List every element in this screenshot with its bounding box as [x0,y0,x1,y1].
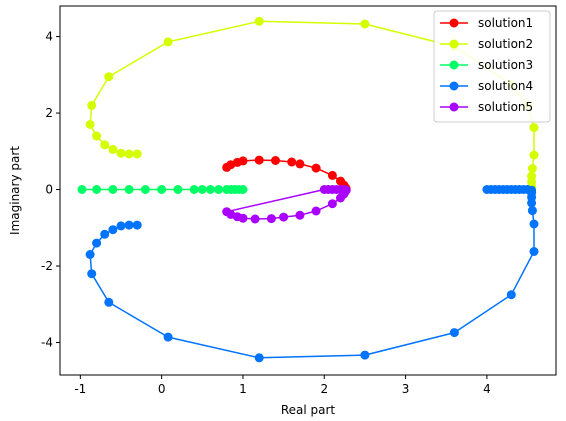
data-point-solution3-5 [157,185,167,194]
data-point-solution4-26 [92,238,102,248]
data-point-solution1-6 [287,157,297,167]
data-point-solution5-3 [336,193,345,203]
data-point-solution3-7 [189,185,199,194]
legend-label: solution4 [478,79,533,93]
data-point-solution5-8 [266,214,276,224]
legend-box [433,10,551,123]
data-point-solution4-15 [527,206,537,216]
axes-frame [59,5,557,376]
legend-swatch-marker [449,18,459,28]
data-point-solution2-15 [529,123,539,133]
legend-item-solution1: solution1 [440,16,533,30]
data-point-solution4-14 [527,198,537,208]
data-point-solution2-8 [104,72,114,82]
y-tick-label: 0 [45,183,53,197]
data-point-solution2-17 [527,164,537,173]
legend-label: solution1 [478,16,533,30]
data-point-solution4-28 [108,225,118,235]
data-point-solution2-4 [100,140,110,150]
data-point-solution5-5 [311,206,321,216]
data-point-solution2-6 [85,120,95,129]
data-point-solution5-9 [250,214,260,224]
data-point-solution2-2 [116,148,126,158]
series-solution3 [77,185,248,194]
data-point-solution4-16 [529,219,539,229]
legend-label: solution5 [478,100,533,114]
data-point-solution2-11 [360,19,370,29]
data-point-solution1-4 [254,155,264,165]
data-point-solution4-29 [116,221,126,231]
y-tick-label: 2 [45,106,53,120]
legend-label: solution3 [478,58,533,72]
data-point-solution5-7 [279,212,289,222]
data-point-solution2-7 [87,100,97,110]
y-tick-label: -4 [41,335,53,349]
plot-area [77,16,539,363]
data-point-solution2-1 [124,149,134,159]
data-point-solution2-9 [163,37,173,47]
data-point-solution4-27 [100,229,110,239]
data-point-solution4-24 [87,269,97,279]
data-point-solution4-23 [104,297,114,307]
data-point-solution1-9 [327,170,337,180]
data-point-solution3-1 [92,185,102,194]
data-point-solution5-4 [327,199,337,209]
data-point-solution5-6 [295,210,305,220]
axes: -1 0 1 2 3 4 -4 -2 0 2 4 [41,5,557,396]
x-tick-label: 4 [483,382,491,396]
x-tick-label: -1 [74,382,86,396]
data-point-solution5-13 [222,207,232,217]
x-axis-label: Real part [281,403,336,417]
series-solution5 [222,185,351,224]
data-point-solution4-21 [254,353,264,363]
data-point-solution1-8 [311,163,321,173]
x-tick-label: 0 [158,382,166,396]
data-point-solution1-3 [238,156,248,166]
data-point-solution4-17 [529,247,539,256]
data-point-solution2-16 [529,150,539,160]
x-tick-label: 1 [239,382,247,396]
data-point-solution4-18 [506,290,516,300]
x-tick-label: 2 [320,382,328,396]
y-tick-label: -2 [41,259,53,273]
legend-item-solution3: solution3 [440,58,533,72]
data-point-solution2-5 [92,131,102,141]
data-point-solution4-25 [85,250,95,259]
data-point-solution3-15 [238,185,248,194]
legend-swatch-marker [449,60,459,70]
legend-swatch-marker [449,39,459,49]
y-axis-label: Imaginary part [8,146,22,235]
legend: solution1 solution2 solution3 solution4 solu… [433,10,551,123]
data-point-solution3-2 [108,185,118,194]
x-tick-label: 3 [402,382,410,396]
data-point-solution2-10 [254,16,264,26]
data-point-solution3-4 [140,185,150,194]
data-point-solution2-0 [132,149,142,159]
data-point-solution1-7 [295,159,305,169]
data-point-solution3-6 [173,185,183,194]
y-tick-label: 4 [45,30,53,44]
data-point-solution1-5 [271,156,280,165]
legend-item-solution5: solution5 [440,100,533,114]
data-point-solution3-3 [124,185,134,194]
data-point-solution2-3 [108,144,118,154]
legend-swatch-marker [449,81,459,91]
data-point-solution4-22 [163,332,173,342]
data-point-solution3-8 [197,185,207,194]
data-point-solution4-19 [449,328,459,338]
data-point-solution3-9 [205,185,215,194]
data-point-solution4-30 [124,220,134,230]
legend-swatch-marker [449,102,459,112]
data-point-solution4-31 [132,220,142,230]
data-point-solution3-10 [214,185,224,194]
legend-label: solution2 [478,37,533,51]
data-point-solution5-19 [340,185,350,194]
series-solution4 [85,185,539,363]
data-point-solution4-20 [360,350,370,360]
legend-item-solution2: solution2 [440,37,533,51]
data-point-solution3-0 [77,185,87,194]
legend-item-solution4: solution4 [440,79,533,93]
